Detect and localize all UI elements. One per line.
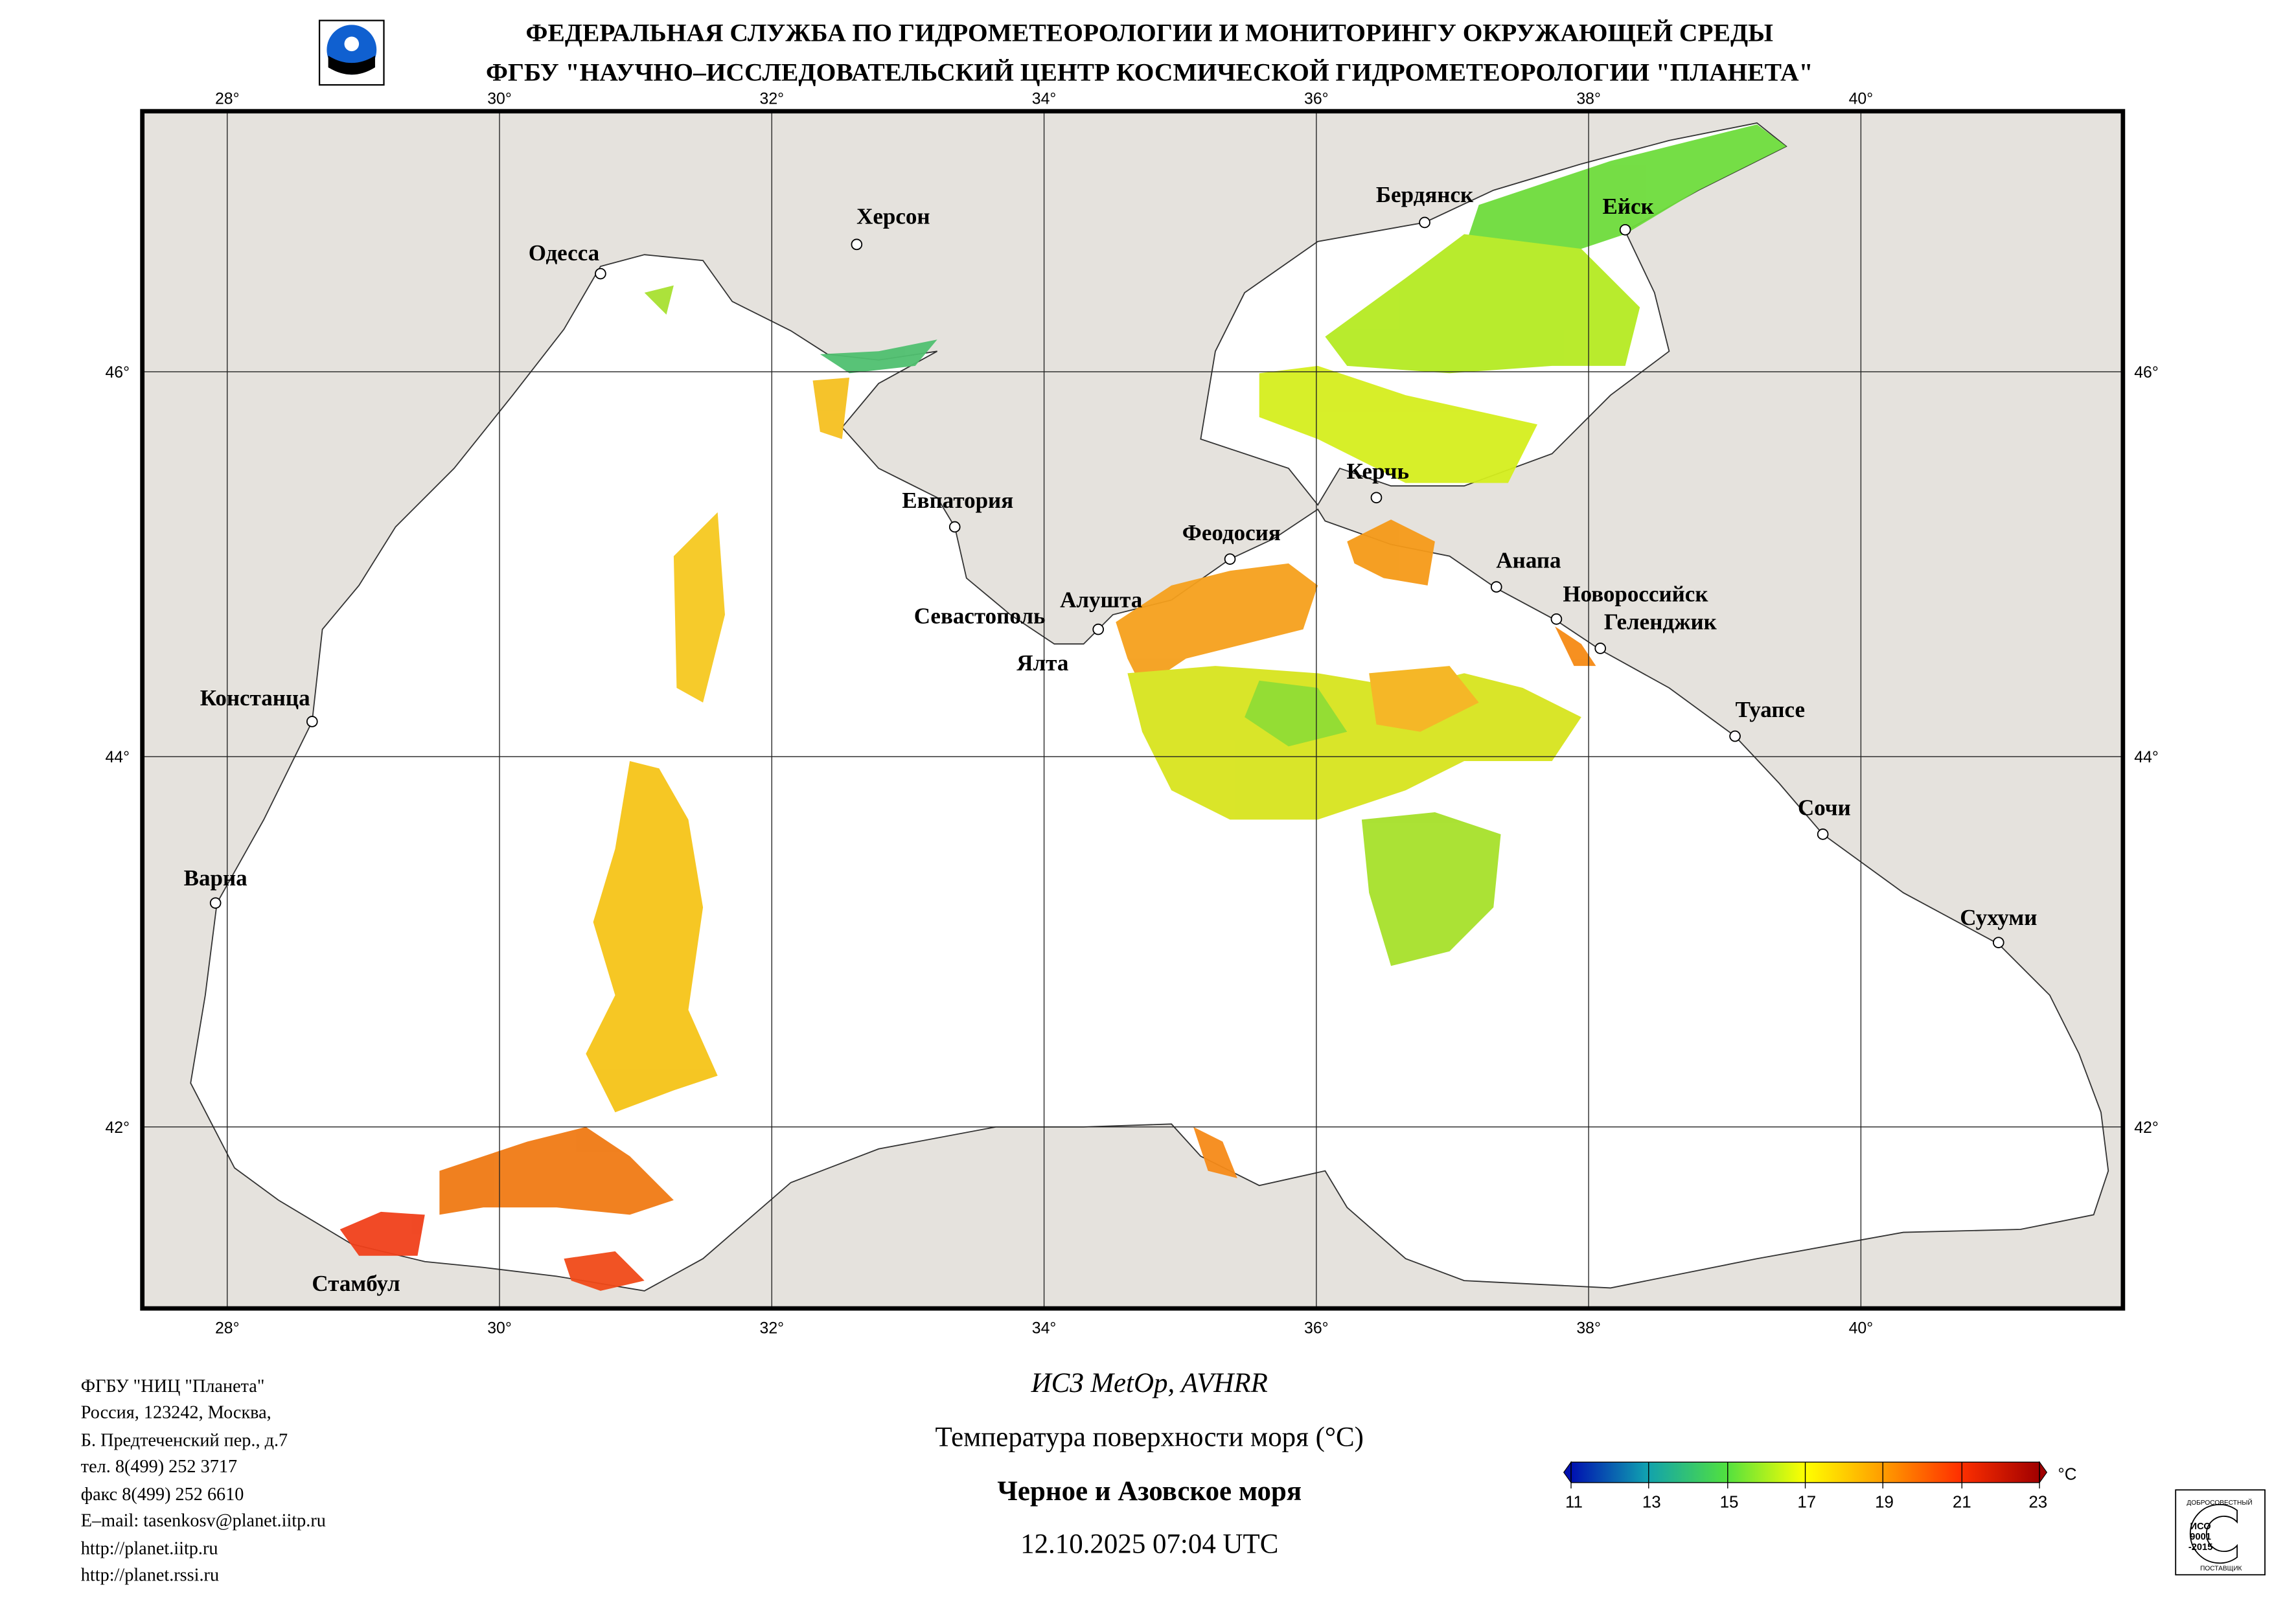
map-lon_labels-3: 34° <box>1032 1319 1057 1337</box>
map-lon_labels-0: 28° <box>215 90 240 108</box>
address-7: http://planet.rssi.ru <box>81 1565 219 1585</box>
map-lat_labels-1: 44° <box>105 749 130 766</box>
city-feodosia: Феодосия <box>1182 520 1281 545</box>
iso_badge-top: ДОБРОСОВЕСТНЫЙ <box>2187 1498 2252 1507</box>
city-constanta: Констанца <box>200 685 310 711</box>
city-sevastopol: Севастополь <box>914 604 1046 629</box>
address-0: ФГБУ "НИЦ "Планета" <box>81 1376 265 1396</box>
map-lat_labels-1: 44° <box>2134 749 2159 766</box>
legend-ticks-2: 15 <box>1720 1492 1739 1511</box>
map-lat_labels-0: 46° <box>105 364 130 382</box>
city-sukhumi: Сухуми <box>1960 905 2037 930</box>
sst-patch-green-center <box>1245 680 1348 747</box>
sst-patch-southwest-orange <box>439 1126 674 1215</box>
city-tuapse: Туапсе <box>1736 697 1805 722</box>
legend-ticks-4: 19 <box>1875 1492 1894 1511</box>
city-varna: Варна <box>184 865 247 891</box>
datetime: 12.10.2025 07:04 UTC <box>1020 1529 1278 1559</box>
sst-patch-kerch <box>1347 519 1435 586</box>
legend-ticks-1: 13 <box>1642 1492 1661 1511</box>
map-lon_labels-4: 36° <box>1304 1319 1329 1337</box>
sst-patch-novorossiysk <box>1555 626 1596 667</box>
graticule <box>142 111 2123 1309</box>
city-yalta: Ялта <box>1016 650 1068 676</box>
city-kerch: Керчь <box>1347 459 1409 484</box>
address-1: Россия, 123242, Москва, <box>81 1403 271 1423</box>
legend-ticks-0: 11 <box>1565 1492 1583 1511</box>
city-novorossiysk: Новороссийск <box>1563 582 1708 607</box>
address-block: ФГБУ "НИЦ "Планета" Россия, 123242, Моск… <box>81 1376 326 1585</box>
product-title: Температура поверхности моря (°C) <box>936 1422 1364 1452</box>
map-lat_labels-2: 42° <box>105 1119 130 1137</box>
sst-patch-sinop <box>1193 1126 1237 1178</box>
iso_badge-center-0: ИСО <box>2190 1522 2211 1532</box>
region-title: Черное и Азовское моря <box>997 1476 1302 1507</box>
address-4: факс 8(499) 252 6610 <box>81 1485 244 1505</box>
map-lon_labels-2: 32° <box>760 1319 785 1337</box>
header-line-1: ФЕДЕРАЛЬНАЯ СЛУЖБА ПО ГИДРОМЕТЕОРОЛОГИИ … <box>526 18 1774 47</box>
map-lon_labels-6: 40° <box>1849 90 1874 108</box>
city-anapa: Анапа <box>1496 548 1561 573</box>
city-yeysk: Ейск <box>1603 194 1655 219</box>
map: Одесса Херсон Бердянск Ейск Евпатория Ке… <box>142 111 2123 1309</box>
city-sochi: Сочи <box>1798 795 1851 821</box>
satellite-label: ИСЗ MetOp, AVHRR <box>1031 1368 1268 1398</box>
map-lat_labels-2: 42° <box>2134 1119 2159 1137</box>
map-lon_labels-5: 38° <box>1576 90 1601 108</box>
map-lon_labels-2: 32° <box>760 90 785 108</box>
iso_badge-center-1: 9001 <box>2190 1532 2211 1542</box>
sst-patch-west-strip <box>586 760 718 1113</box>
sst-patch-azov-north <box>1464 124 1787 264</box>
legend-unit: °C <box>2058 1464 2076 1483</box>
sst-patch-azov-south <box>1259 365 1538 483</box>
map-lon_labels-1: 30° <box>487 1319 512 1337</box>
sst-patch-east-orange <box>1369 666 1479 732</box>
city-yevpatoria: Евпатория <box>902 488 1013 513</box>
sst-patch-southeast-green <box>1361 812 1501 966</box>
sst-patch-west-upper <box>673 512 725 703</box>
legend-ticks-3: 17 <box>1797 1492 1816 1511</box>
sst-patch-odessa <box>644 285 674 315</box>
map-frame <box>140 109 2126 1311</box>
map-lon_labels-0: 28° <box>215 1319 240 1337</box>
address-2: Б. Предтеченский пер., д.7 <box>81 1430 288 1450</box>
latitude-labels: 46° 44° 42° 46° 44° 42° <box>105 364 2158 1137</box>
cities: Одесса Херсон Бердянск Ейск Евпатория Ке… <box>184 182 2038 1296</box>
iso_badge-center-2: -2015 <box>2188 1542 2213 1553</box>
city-odessa: Одесса <box>529 240 599 266</box>
map-lat_labels-0: 46° <box>2134 364 2159 382</box>
color-legend: 11 13 15 17 19 21 23 °C <box>1563 1461 2077 1511</box>
city-kherson: Херсон <box>856 204 930 229</box>
sst-patch-northwest <box>812 377 850 439</box>
address-3: тел. 8(499) 252 3717 <box>81 1457 237 1477</box>
city-alushta: Алушта <box>1060 587 1142 613</box>
map-lon_labels-1: 30° <box>487 90 512 108</box>
city-berdyansk: Бердянск <box>1376 182 1474 207</box>
address-6: http://planet.iitp.ru <box>81 1539 218 1559</box>
sst-patch-crimea-se <box>1116 563 1318 688</box>
city-istanbul: Стамбул <box>312 1271 400 1296</box>
sst-patches <box>339 124 1787 1291</box>
sst-patch-south-red <box>564 1251 645 1291</box>
planeta-logo <box>318 19 385 86</box>
map-lon_labels-5: 38° <box>1576 1319 1601 1337</box>
legend-ticks-5: 21 <box>1953 1492 1971 1511</box>
map-lon_labels-6: 40° <box>1849 1319 1874 1337</box>
sst-patch-azov-central <box>1325 234 1640 374</box>
iso_badge-bottom: ПОСТАВЩИК <box>2200 1566 2242 1573</box>
iso-9001-badge: ДОБРОСОВЕСТНЫЙ ИСО 9001 -2015 ПОСТАВЩИК <box>2175 1489 2266 1576</box>
longitude-labels: 28° 30° 32° 34° 36° 38° 40° 28° 30° 32° … <box>215 90 1873 1337</box>
city-gelendzhik: Геленджик <box>1604 610 1717 635</box>
map-lon_labels-4: 36° <box>1304 90 1329 108</box>
header-line-2: ФГБУ "НАУЧНО–ИССЛЕДОВАТЕЛЬСКИЙ ЦЕНТР КОС… <box>486 58 1813 86</box>
address-5: E–mail: tasenkosv@planet.iitp.ru <box>81 1511 326 1531</box>
sst-patch-southwest-red <box>339 1211 425 1256</box>
legend-ticks-6: 23 <box>2028 1492 2047 1511</box>
sst-patch-karkinit <box>820 339 937 374</box>
map-lon_labels-3: 34° <box>1032 90 1057 108</box>
